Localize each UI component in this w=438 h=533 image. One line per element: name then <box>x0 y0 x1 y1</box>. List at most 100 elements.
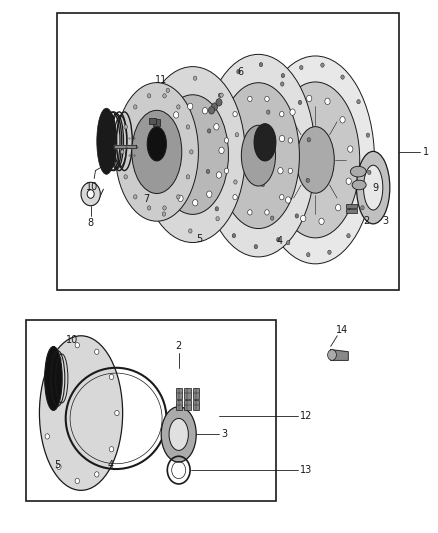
Text: 4: 4 <box>276 236 283 246</box>
Bar <box>176 400 182 410</box>
Ellipse shape <box>357 151 390 224</box>
Polygon shape <box>114 145 136 148</box>
Ellipse shape <box>161 407 196 462</box>
Circle shape <box>207 191 212 197</box>
Circle shape <box>233 111 237 117</box>
Text: 11: 11 <box>155 75 167 85</box>
Circle shape <box>265 209 269 215</box>
Circle shape <box>361 206 364 210</box>
Ellipse shape <box>169 418 188 450</box>
Circle shape <box>281 74 285 78</box>
Text: 7: 7 <box>143 195 149 204</box>
Ellipse shape <box>140 67 245 243</box>
Circle shape <box>232 233 236 238</box>
Text: 9: 9 <box>373 183 379 192</box>
Circle shape <box>247 209 252 215</box>
Circle shape <box>163 94 166 98</box>
Bar <box>153 119 160 126</box>
Circle shape <box>306 178 310 182</box>
Circle shape <box>276 238 280 242</box>
Circle shape <box>115 410 119 416</box>
Text: 2: 2 <box>176 342 182 351</box>
Circle shape <box>95 349 99 354</box>
Bar <box>346 209 357 213</box>
Circle shape <box>207 129 211 133</box>
Circle shape <box>265 96 269 102</box>
Circle shape <box>340 117 345 123</box>
Text: 6: 6 <box>237 67 243 77</box>
Circle shape <box>75 478 79 483</box>
Ellipse shape <box>217 83 300 229</box>
Circle shape <box>110 447 114 452</box>
Ellipse shape <box>201 54 315 257</box>
Ellipse shape <box>350 166 366 177</box>
Circle shape <box>233 195 237 200</box>
Circle shape <box>193 76 197 80</box>
Ellipse shape <box>147 127 166 161</box>
Circle shape <box>224 168 229 174</box>
Text: 8: 8 <box>88 218 94 228</box>
Circle shape <box>193 199 198 206</box>
Circle shape <box>178 195 183 201</box>
Circle shape <box>166 88 170 93</box>
Circle shape <box>279 111 284 117</box>
Circle shape <box>216 172 222 178</box>
Bar <box>184 400 191 410</box>
Circle shape <box>280 82 284 86</box>
Circle shape <box>286 197 291 203</box>
Circle shape <box>325 98 330 104</box>
Ellipse shape <box>241 125 276 186</box>
Ellipse shape <box>297 127 334 193</box>
Circle shape <box>45 434 49 439</box>
Circle shape <box>348 146 353 152</box>
Circle shape <box>270 216 274 220</box>
Circle shape <box>206 169 210 174</box>
Text: 12: 12 <box>300 411 312 421</box>
Circle shape <box>134 195 137 199</box>
Circle shape <box>219 147 224 154</box>
Circle shape <box>212 103 218 110</box>
Circle shape <box>328 250 331 254</box>
Circle shape <box>124 125 127 129</box>
Text: 5: 5 <box>54 461 60 470</box>
Circle shape <box>307 253 310 257</box>
Circle shape <box>161 156 166 162</box>
Circle shape <box>307 138 311 142</box>
Circle shape <box>260 146 263 150</box>
Ellipse shape <box>115 83 198 221</box>
Circle shape <box>162 212 166 216</box>
Circle shape <box>95 472 99 477</box>
Text: 5: 5 <box>196 235 202 244</box>
Circle shape <box>295 214 299 218</box>
Circle shape <box>186 175 190 179</box>
Circle shape <box>341 75 344 79</box>
Circle shape <box>214 124 219 130</box>
Ellipse shape <box>157 95 229 214</box>
Circle shape <box>216 216 219 221</box>
Circle shape <box>328 350 336 360</box>
Bar <box>193 400 199 410</box>
Circle shape <box>124 175 127 179</box>
Text: 2: 2 <box>364 216 370 226</box>
Text: 3: 3 <box>382 216 389 226</box>
Circle shape <box>366 133 370 138</box>
Circle shape <box>215 207 219 211</box>
Text: 1: 1 <box>423 147 429 157</box>
Circle shape <box>81 182 100 206</box>
Circle shape <box>233 180 237 184</box>
Circle shape <box>321 63 324 67</box>
Circle shape <box>166 179 172 185</box>
Circle shape <box>224 138 229 143</box>
Circle shape <box>336 205 341 211</box>
Circle shape <box>177 195 180 199</box>
Ellipse shape <box>256 56 374 264</box>
Bar <box>184 388 191 399</box>
Circle shape <box>173 112 179 118</box>
Ellipse shape <box>254 124 276 161</box>
Circle shape <box>147 172 150 176</box>
Circle shape <box>346 178 351 184</box>
Circle shape <box>134 105 137 109</box>
Ellipse shape <box>132 110 182 193</box>
Ellipse shape <box>352 180 366 190</box>
Circle shape <box>259 62 263 67</box>
